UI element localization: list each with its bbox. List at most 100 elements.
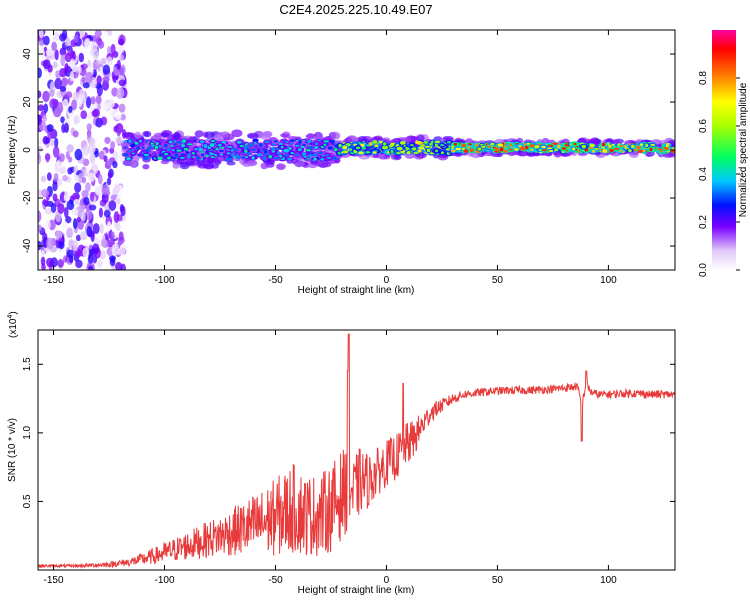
heatmap-cell — [108, 200, 117, 211]
heatmap-cell — [92, 223, 100, 235]
heatmap-cell — [241, 156, 245, 159]
heatmap-cell — [167, 156, 171, 160]
heatmap-cell — [54, 78, 63, 90]
heatmap-cell — [119, 54, 125, 62]
y-tick-label: 20 — [22, 96, 33, 108]
heatmap-cell — [110, 194, 117, 201]
heatmap-cell — [195, 156, 200, 160]
heatmap-cell — [83, 196, 90, 206]
heatmap-cell — [446, 141, 452, 144]
spectrogram-ticks: -150 -100 -50 0 50 100 40 20 0 -20 -40 — [22, 30, 675, 286]
heatmap-cell — [246, 132, 259, 139]
heatmap-cell — [163, 143, 168, 148]
y-tick-label: 1.5 — [22, 357, 33, 371]
heatmap-cell — [129, 159, 138, 168]
heatmap-cell — [72, 239, 79, 252]
heatmap-cell — [199, 140, 205, 144]
heatmap-cell — [68, 105, 73, 114]
heatmap-cell — [411, 147, 417, 151]
colorbar-tick-label: 0.0 — [698, 263, 709, 277]
heatmap-cell — [103, 155, 108, 163]
heatmap-cell — [295, 144, 300, 147]
heatmap-cell — [81, 76, 86, 83]
heatmap-cell — [353, 143, 357, 146]
heatmap-cell — [263, 150, 268, 154]
x-tick-label: 100 — [600, 275, 617, 286]
heatmap-cell — [226, 152, 231, 155]
heatmap-cell — [609, 148, 614, 153]
heatmap-cell — [219, 153, 224, 156]
heatmap-cell — [163, 153, 169, 156]
heatmap-cell — [86, 123, 92, 131]
heatmap-cell — [301, 152, 307, 156]
heatmap-cell — [297, 148, 302, 152]
heatmap-cell — [509, 143, 513, 147]
heatmap-cell — [110, 231, 115, 241]
heatmap-cell — [92, 60, 99, 71]
heatmap-cell — [290, 151, 295, 155]
colorbar-tick-label: 0.6 — [698, 119, 709, 133]
heatmap-cell — [86, 225, 93, 237]
heatmap-cell — [87, 112, 93, 120]
heatmap-cell — [81, 209, 86, 222]
heatmap-cell — [40, 256, 46, 266]
heatmap-cell — [274, 156, 280, 160]
heatmap-cell — [329, 131, 341, 140]
heatmap-cell — [463, 149, 469, 153]
heatmap-cell — [44, 137, 51, 144]
heatmap-cell — [143, 130, 152, 138]
y-tick-label: 1.0 — [22, 425, 33, 439]
heatmap-cell — [614, 147, 620, 151]
heatmap-cell — [89, 96, 97, 105]
heatmap-cell — [110, 256, 116, 264]
heatmap-cell — [99, 223, 104, 235]
heatmap-cell — [333, 148, 338, 152]
heatmap-cell — [100, 57, 107, 65]
heatmap-cell — [40, 175, 47, 183]
heatmap-cell — [249, 143, 254, 147]
heatmap-cell — [307, 154, 313, 158]
heatmap-cell — [226, 145, 233, 148]
heatmap-cell — [94, 30, 102, 38]
y-tick-label: 40 — [22, 48, 33, 60]
heatmap-cell — [231, 129, 243, 138]
heatmap-cell — [103, 102, 110, 111]
heatmap-cell — [256, 153, 263, 157]
heatmap-cell — [58, 241, 65, 250]
heatmap-cell — [54, 49, 59, 61]
y-tick-label: 0 — [22, 147, 33, 153]
y-tick-label: -40 — [22, 238, 33, 253]
heatmap-cell — [38, 224, 42, 232]
heatmap-cell — [153, 132, 164, 138]
heatmap-cell — [262, 156, 266, 161]
heatmap-cell — [236, 140, 242, 144]
heatmap-cell — [117, 46, 125, 54]
heatmap-cell — [101, 184, 110, 196]
heatmap-cell — [123, 146, 127, 149]
heatmap-cell — [179, 156, 185, 159]
heatmap-cell — [136, 146, 140, 150]
snr-multiplier-text: (x10 — [8, 318, 19, 338]
heatmap-cell — [89, 152, 96, 164]
heatmap-cell — [69, 71, 75, 82]
heatmap-cell — [67, 156, 73, 163]
colorbar-ticks: 0.0 0.2 0.4 0.6 0.8 — [698, 71, 740, 277]
heatmap-cell — [250, 148, 257, 151]
heatmap-cell — [445, 148, 451, 151]
heatmap-cell — [128, 139, 132, 143]
heatmap-cell — [52, 31, 60, 42]
heatmap-cell — [639, 143, 644, 147]
heatmap-cell — [106, 46, 112, 56]
heatmap-cell — [276, 164, 285, 170]
heatmap-cell — [204, 131, 215, 139]
heatmap-cell — [119, 244, 126, 255]
heatmap-cell — [50, 202, 57, 214]
heatmap-cell — [88, 204, 97, 211]
snr-multiplier: (x104) — [7, 311, 19, 338]
heatmap-cell — [440, 143, 444, 147]
heatmap-cell — [283, 148, 290, 153]
heatmap-cell — [628, 149, 632, 153]
heatmap-cell — [46, 257, 54, 268]
heatmap-cell — [426, 148, 431, 153]
